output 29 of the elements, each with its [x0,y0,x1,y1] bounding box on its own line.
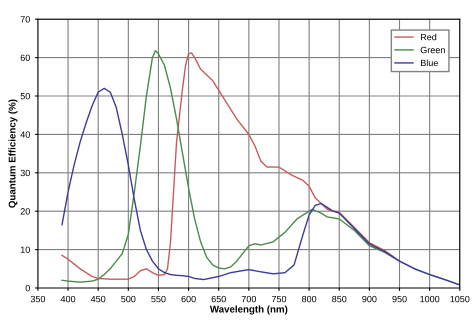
y-axis-title: Quantum Efficiency (%) [8,100,18,208]
x-tick-label: 750 [272,296,286,302]
x-tick-label: 550 [151,296,166,302]
y-tick-label: 50 [20,92,30,100]
x-tick-label: 800 [302,296,316,302]
line-series [61,88,460,286]
x-tick-label: 400 [60,296,76,302]
y-tick-label: 10 [20,246,30,253]
x-tick-label: 350 [30,296,46,302]
x-tick-label: 1050 [450,296,470,302]
y-tick-label: 70 [20,16,30,23]
x-tick-label: 1000 [420,296,440,302]
x-tick-label: 950 [392,296,407,302]
legend-label: Red [420,34,436,40]
y-tick-label: 40 [20,131,30,138]
legend-label: Green [420,46,445,54]
x-axis-title: Wavelength (nm) [210,305,288,315]
x-tick-label: 650 [212,296,226,302]
y-tick-label: 20 [20,208,30,215]
x-tick-label: 600 [182,296,196,302]
y-tick-label: 60 [20,54,30,61]
x-tick-label: 700 [242,296,256,302]
legend-label: Blue [420,60,438,66]
x-tick-label: 450 [90,296,106,302]
x-tick-label: 900 [362,296,377,302]
y-tick-label: 0 [26,284,30,292]
y-tick-label: 30 [20,170,30,176]
x-tick-label: 850 [332,296,346,302]
x-tick-label: 500 [121,296,136,302]
